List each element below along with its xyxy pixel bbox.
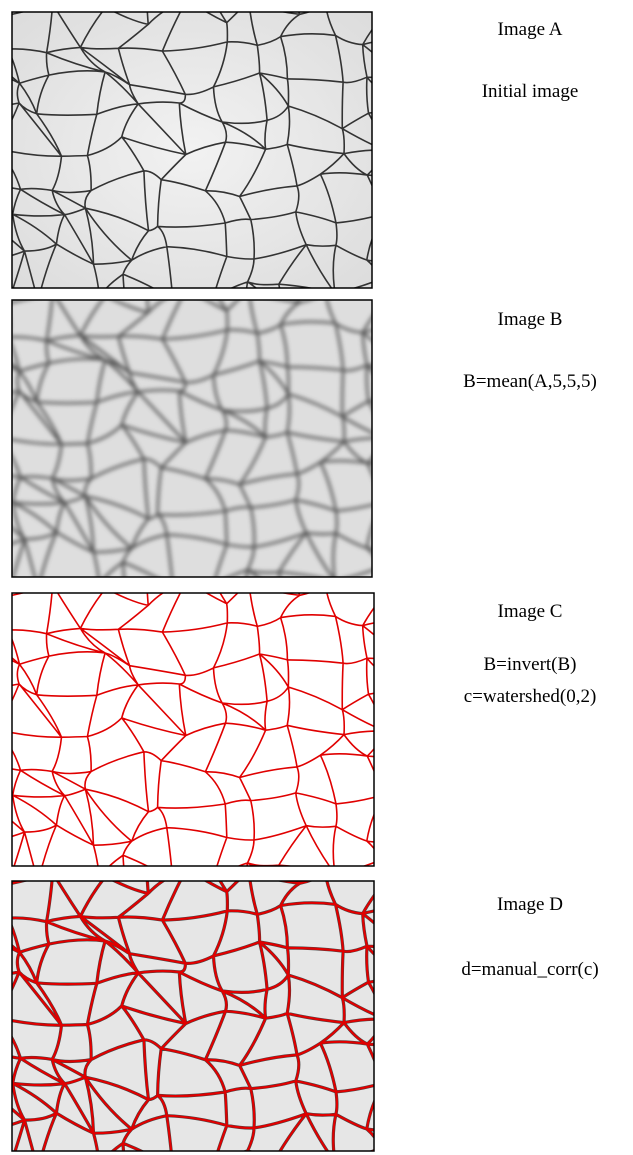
panel-title: Image C <box>420 596 633 628</box>
panel-caption: Initial image <box>420 76 633 108</box>
panel-title: Image B <box>420 304 633 336</box>
micrograph <box>0 252 428 622</box>
panel-caption: d=manual_corr(c) <box>420 954 633 986</box>
panel-title: Image D <box>420 889 633 921</box>
micrograph <box>0 545 428 915</box>
micrograph <box>0 0 428 335</box>
panel-caption: B=invert(B) <box>420 649 633 681</box>
page: Image A Initial image Image B B=mean(A,5… <box>0 0 633 1155</box>
image-background <box>12 593 374 866</box>
panel-title: Image A <box>420 14 633 46</box>
image-background <box>12 881 374 1151</box>
panel-caption: B=mean(A,5,5,5) <box>420 366 633 398</box>
panel-caption: c=watershed(0,2) <box>420 681 633 713</box>
